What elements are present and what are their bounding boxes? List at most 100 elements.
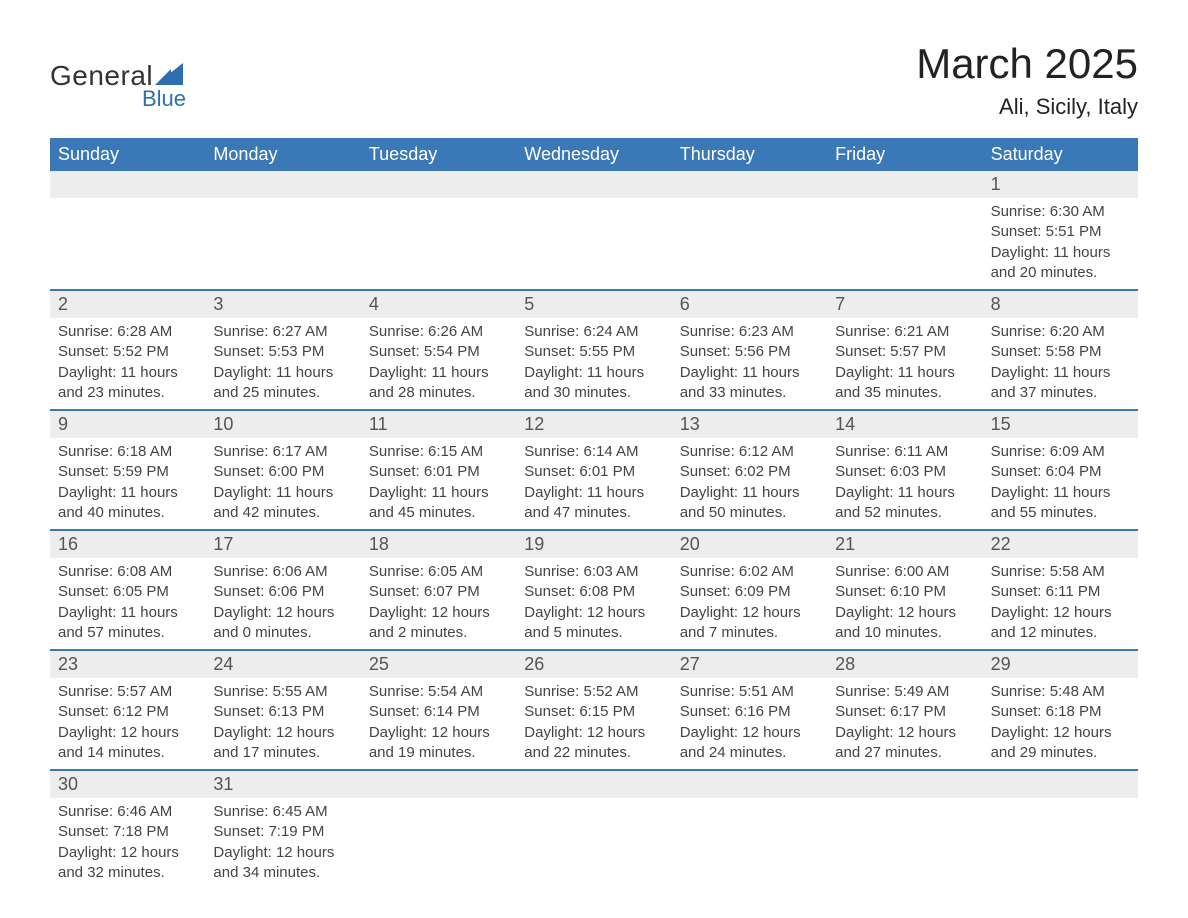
calendar-week: 2345678Sunrise: 6:28 AMSunset: 5:52 PMDa… bbox=[50, 289, 1138, 409]
day-daylight2: and 10 minutes. bbox=[835, 623, 974, 643]
day-cell bbox=[827, 798, 982, 889]
day-sunrise: Sunrise: 6:46 AM bbox=[58, 802, 197, 822]
day-daylight1: Daylight: 11 hours bbox=[835, 483, 974, 503]
day-number: 8 bbox=[983, 291, 1138, 318]
day-number bbox=[827, 171, 982, 198]
day-number-row: 3031 bbox=[50, 771, 1138, 798]
day-cell bbox=[516, 198, 671, 289]
day-sunset: Sunset: 5:53 PM bbox=[213, 342, 352, 362]
day-daylight2: and 19 minutes. bbox=[369, 743, 508, 763]
day-number bbox=[516, 771, 671, 798]
day-cell: Sunrise: 6:06 AMSunset: 6:06 PMDaylight:… bbox=[205, 558, 360, 649]
day-daylight2: and 28 minutes. bbox=[369, 383, 508, 403]
calendar-week: 9101112131415Sunrise: 6:18 AMSunset: 5:5… bbox=[50, 409, 1138, 529]
day-daylight2: and 57 minutes. bbox=[58, 623, 197, 643]
brand-logo: General Blue bbox=[50, 60, 186, 112]
day-number: 15 bbox=[983, 411, 1138, 438]
day-sunrise: Sunrise: 6:05 AM bbox=[369, 562, 508, 582]
day-sunset: Sunset: 6:17 PM bbox=[835, 702, 974, 722]
day-sunrise: Sunrise: 6:14 AM bbox=[524, 442, 663, 462]
title-block: March 2025 Ali, Sicily, Italy bbox=[916, 40, 1138, 120]
title-location: Ali, Sicily, Italy bbox=[916, 94, 1138, 120]
day-cell: Sunrise: 6:03 AMSunset: 6:08 PMDaylight:… bbox=[516, 558, 671, 649]
day-daylight1: Daylight: 12 hours bbox=[835, 723, 974, 743]
day-number: 5 bbox=[516, 291, 671, 318]
day-sunrise: Sunrise: 5:54 AM bbox=[369, 682, 508, 702]
day-sunset: Sunset: 6:18 PM bbox=[991, 702, 1130, 722]
day-daylight1: Daylight: 12 hours bbox=[835, 603, 974, 623]
day-cell: Sunrise: 6:27 AMSunset: 5:53 PMDaylight:… bbox=[205, 318, 360, 409]
day-daylight1: Daylight: 12 hours bbox=[524, 603, 663, 623]
day-number: 19 bbox=[516, 531, 671, 558]
day-number: 2 bbox=[50, 291, 205, 318]
day-number: 11 bbox=[361, 411, 516, 438]
day-sunrise: Sunrise: 6:12 AM bbox=[680, 442, 819, 462]
day-sunrise: Sunrise: 5:58 AM bbox=[991, 562, 1130, 582]
day-sunrise: Sunrise: 6:00 AM bbox=[835, 562, 974, 582]
day-sunrise: Sunrise: 6:30 AM bbox=[991, 202, 1130, 222]
day-number-row: 9101112131415 bbox=[50, 411, 1138, 438]
day-daylight2: and 14 minutes. bbox=[58, 743, 197, 763]
day-daylight1: Daylight: 11 hours bbox=[58, 603, 197, 623]
day-cell: Sunrise: 5:57 AMSunset: 6:12 PMDaylight:… bbox=[50, 678, 205, 769]
day-sunrise: Sunrise: 6:18 AM bbox=[58, 442, 197, 462]
col-header-monday: Monday bbox=[205, 138, 360, 171]
day-daylight1: Daylight: 12 hours bbox=[213, 603, 352, 623]
title-month-year: March 2025 bbox=[916, 40, 1138, 88]
day-daylight2: and 17 minutes. bbox=[213, 743, 352, 763]
day-number: 7 bbox=[827, 291, 982, 318]
day-daylight1: Daylight: 11 hours bbox=[991, 243, 1130, 263]
day-number: 23 bbox=[50, 651, 205, 678]
day-number: 17 bbox=[205, 531, 360, 558]
day-cell: Sunrise: 6:26 AMSunset: 5:54 PMDaylight:… bbox=[361, 318, 516, 409]
day-number bbox=[983, 771, 1138, 798]
day-cell bbox=[983, 798, 1138, 889]
day-sunrise: Sunrise: 6:06 AM bbox=[213, 562, 352, 582]
day-sunrise: Sunrise: 6:45 AM bbox=[213, 802, 352, 822]
day-cell: Sunrise: 6:09 AMSunset: 6:04 PMDaylight:… bbox=[983, 438, 1138, 529]
day-sunset: Sunset: 6:14 PM bbox=[369, 702, 508, 722]
col-header-tuesday: Tuesday bbox=[361, 138, 516, 171]
day-daylight2: and 25 minutes. bbox=[213, 383, 352, 403]
day-cell bbox=[827, 198, 982, 289]
day-sunrise: Sunrise: 6:23 AM bbox=[680, 322, 819, 342]
day-sunset: Sunset: 5:56 PM bbox=[680, 342, 819, 362]
day-sunrise: Sunrise: 5:55 AM bbox=[213, 682, 352, 702]
day-number-row: 16171819202122 bbox=[50, 531, 1138, 558]
day-daylight1: Daylight: 12 hours bbox=[58, 723, 197, 743]
day-cell: Sunrise: 6:45 AMSunset: 7:19 PMDaylight:… bbox=[205, 798, 360, 889]
day-body-row: Sunrise: 5:57 AMSunset: 6:12 PMDaylight:… bbox=[50, 678, 1138, 769]
day-cell: Sunrise: 5:48 AMSunset: 6:18 PMDaylight:… bbox=[983, 678, 1138, 769]
day-sunset: Sunset: 7:19 PM bbox=[213, 822, 352, 842]
day-cell: Sunrise: 6:05 AMSunset: 6:07 PMDaylight:… bbox=[361, 558, 516, 649]
day-daylight2: and 32 minutes. bbox=[58, 863, 197, 883]
day-number bbox=[672, 771, 827, 798]
calendar-week: 3031Sunrise: 6:46 AMSunset: 7:18 PMDayli… bbox=[50, 769, 1138, 889]
day-cell: Sunrise: 6:24 AMSunset: 5:55 PMDaylight:… bbox=[516, 318, 671, 409]
day-daylight1: Daylight: 12 hours bbox=[213, 843, 352, 863]
day-sunrise: Sunrise: 6:02 AM bbox=[680, 562, 819, 582]
day-cell: Sunrise: 6:11 AMSunset: 6:03 PMDaylight:… bbox=[827, 438, 982, 529]
day-sunset: Sunset: 6:01 PM bbox=[369, 462, 508, 482]
day-daylight2: and 55 minutes. bbox=[991, 503, 1130, 523]
day-sunrise: Sunrise: 6:11 AM bbox=[835, 442, 974, 462]
day-cell: Sunrise: 6:12 AMSunset: 6:02 PMDaylight:… bbox=[672, 438, 827, 529]
day-cell: Sunrise: 6:18 AMSunset: 5:59 PMDaylight:… bbox=[50, 438, 205, 529]
logo-text-main: General bbox=[50, 60, 153, 92]
day-body-row: Sunrise: 6:08 AMSunset: 6:05 PMDaylight:… bbox=[50, 558, 1138, 649]
day-cell: Sunrise: 6:17 AMSunset: 6:00 PMDaylight:… bbox=[205, 438, 360, 529]
day-daylight2: and 40 minutes. bbox=[58, 503, 197, 523]
day-daylight1: Daylight: 12 hours bbox=[369, 603, 508, 623]
calendar-body: 1Sunrise: 6:30 AMSunset: 5:51 PMDaylight… bbox=[50, 171, 1138, 889]
day-sunrise: Sunrise: 5:49 AM bbox=[835, 682, 974, 702]
day-daylight2: and 5 minutes. bbox=[524, 623, 663, 643]
day-daylight2: and 22 minutes. bbox=[524, 743, 663, 763]
day-daylight1: Daylight: 11 hours bbox=[991, 483, 1130, 503]
day-body-row: Sunrise: 6:46 AMSunset: 7:18 PMDaylight:… bbox=[50, 798, 1138, 889]
day-daylight1: Daylight: 12 hours bbox=[680, 603, 819, 623]
day-cell bbox=[361, 798, 516, 889]
day-cell bbox=[361, 198, 516, 289]
day-sunset: Sunset: 6:10 PM bbox=[835, 582, 974, 602]
day-daylight1: Daylight: 11 hours bbox=[58, 483, 197, 503]
day-sunrise: Sunrise: 5:57 AM bbox=[58, 682, 197, 702]
